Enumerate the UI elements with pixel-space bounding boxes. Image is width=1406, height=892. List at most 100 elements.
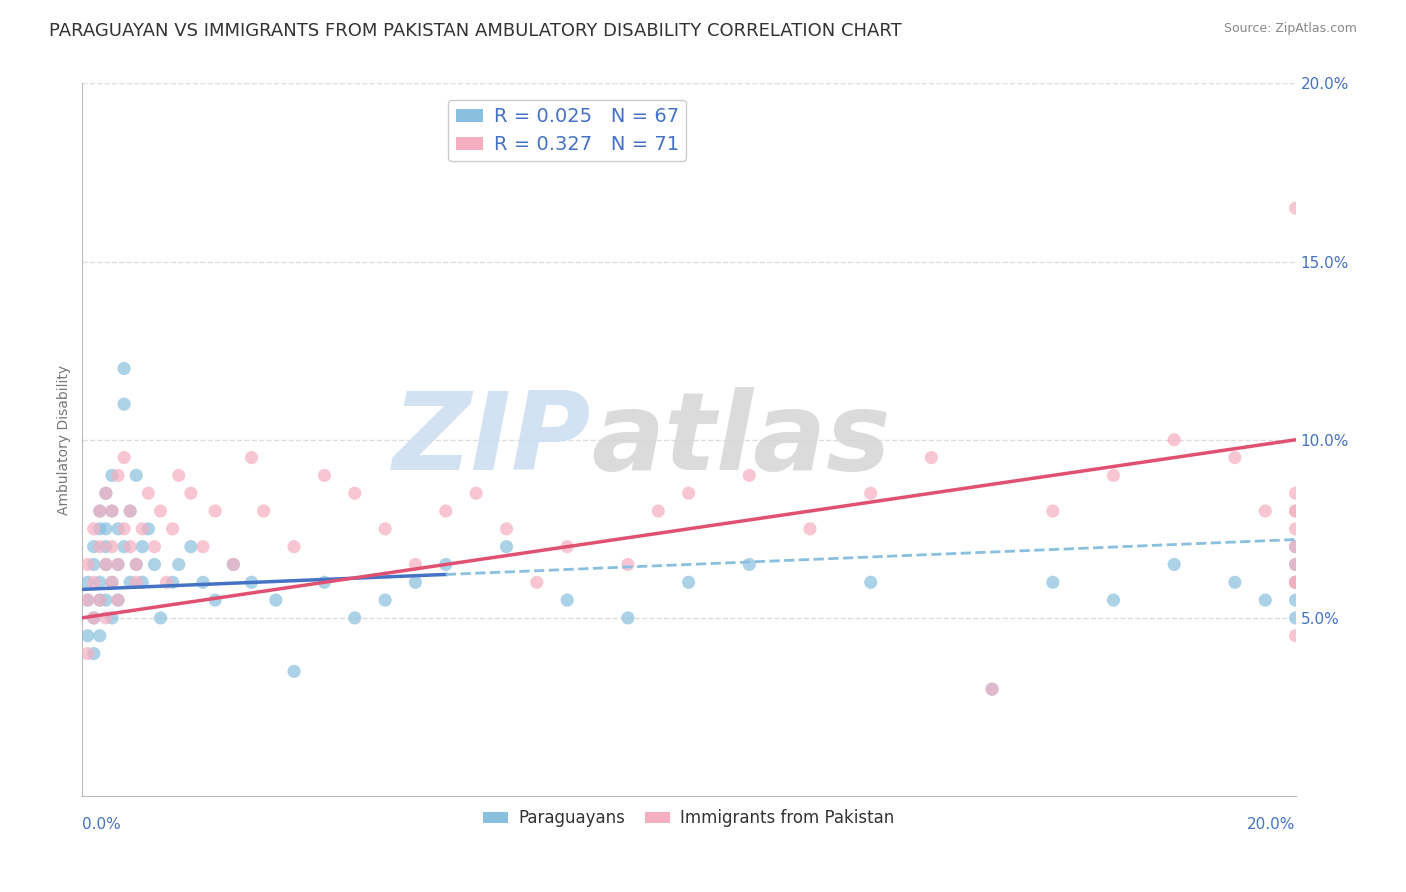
Point	[94, 593, 117, 607]
Point	[94, 522, 117, 536]
Point	[107, 593, 129, 607]
Point	[83, 611, 105, 625]
Point	[404, 575, 426, 590]
Point	[162, 575, 184, 590]
Point	[101, 468, 124, 483]
Text: PARAGUAYAN VS IMMIGRANTS FROM PAKISTAN AMBULATORY DISABILITY CORRELATION CHART: PARAGUAYAN VS IMMIGRANTS FROM PAKISTAN A…	[49, 22, 903, 40]
Point	[89, 540, 111, 554]
Point	[404, 558, 426, 572]
Point	[167, 558, 190, 572]
Point	[1284, 201, 1306, 215]
Point	[1042, 575, 1064, 590]
Point	[495, 540, 517, 554]
Point	[143, 540, 166, 554]
Point	[101, 504, 124, 518]
Point	[1284, 593, 1306, 607]
Point	[920, 450, 942, 465]
Point	[76, 647, 98, 661]
Point	[89, 575, 111, 590]
Point	[120, 575, 142, 590]
Point	[112, 361, 135, 376]
Point	[314, 468, 336, 483]
Point	[83, 647, 105, 661]
Point	[617, 558, 640, 572]
Point	[83, 558, 105, 572]
Point	[89, 593, 111, 607]
Point	[112, 397, 135, 411]
Point	[143, 558, 166, 572]
Point	[1284, 558, 1306, 572]
Point	[83, 522, 105, 536]
Point	[83, 611, 105, 625]
Point	[191, 575, 214, 590]
Point	[76, 629, 98, 643]
Point	[94, 558, 117, 572]
Point	[125, 558, 148, 572]
Point	[617, 611, 640, 625]
Point	[1284, 540, 1306, 554]
Point	[526, 575, 548, 590]
Point	[107, 558, 129, 572]
Point	[1284, 575, 1306, 590]
Point	[107, 558, 129, 572]
Point	[1284, 504, 1306, 518]
Point	[89, 504, 111, 518]
Point	[149, 504, 172, 518]
Point	[125, 575, 148, 590]
Point	[94, 611, 117, 625]
Point	[465, 486, 488, 500]
Point	[89, 629, 111, 643]
Point	[89, 593, 111, 607]
Point	[799, 522, 821, 536]
Point	[107, 593, 129, 607]
Point	[1284, 629, 1306, 643]
Point	[647, 504, 669, 518]
Text: atlas: atlas	[592, 387, 891, 492]
Point	[495, 522, 517, 536]
Point	[1254, 504, 1277, 518]
Point	[1102, 593, 1125, 607]
Point	[1254, 593, 1277, 607]
Point	[222, 558, 245, 572]
Point	[343, 611, 366, 625]
Point	[253, 504, 276, 518]
Point	[678, 486, 700, 500]
Point	[191, 540, 214, 554]
Point	[678, 575, 700, 590]
Point	[112, 522, 135, 536]
Point	[738, 468, 761, 483]
Point	[981, 682, 1004, 697]
Point	[101, 575, 124, 590]
Point	[859, 486, 882, 500]
Point	[434, 558, 457, 572]
Point	[125, 558, 148, 572]
Point	[131, 575, 153, 590]
Point	[101, 540, 124, 554]
Point	[101, 504, 124, 518]
Point	[204, 593, 226, 607]
Text: 20.0%: 20.0%	[1247, 817, 1295, 832]
Point	[155, 575, 177, 590]
Point	[240, 575, 263, 590]
Point	[374, 522, 396, 536]
Point	[120, 540, 142, 554]
Point	[1163, 558, 1185, 572]
Point	[94, 540, 117, 554]
Point	[1042, 504, 1064, 518]
Point	[555, 593, 578, 607]
Text: Source: ZipAtlas.com: Source: ZipAtlas.com	[1223, 22, 1357, 36]
Text: ZIP: ZIP	[394, 387, 592, 492]
Point	[125, 468, 148, 483]
Point	[555, 540, 578, 554]
Point	[76, 593, 98, 607]
Point	[222, 558, 245, 572]
Point	[89, 522, 111, 536]
Point	[120, 504, 142, 518]
Point	[1284, 575, 1306, 590]
Point	[107, 468, 129, 483]
Point	[94, 486, 117, 500]
Point	[1102, 468, 1125, 483]
Point	[1284, 575, 1306, 590]
Point	[83, 575, 105, 590]
Point	[162, 522, 184, 536]
